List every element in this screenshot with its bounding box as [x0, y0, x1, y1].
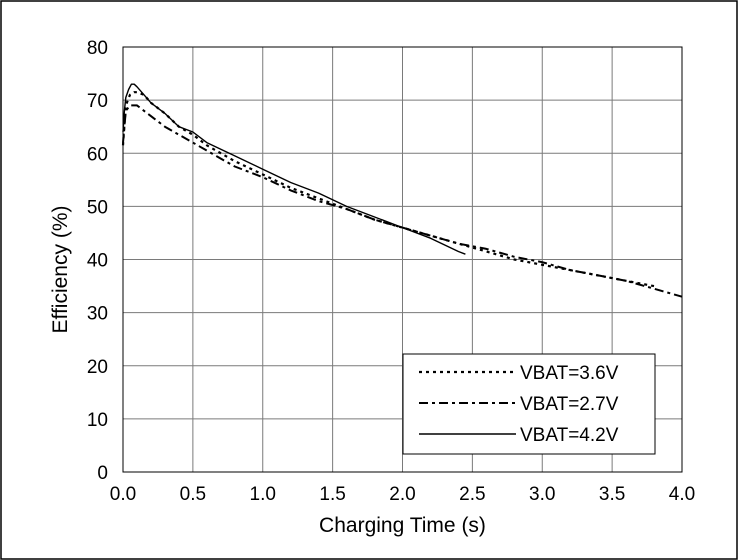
x-tick-label: 1.5 — [319, 484, 345, 505]
series-layer — [121, 83, 683, 298]
x-tick-label: 3.0 — [529, 484, 555, 505]
y-tick-label: 10 — [87, 410, 108, 431]
x-tick-label: 0.5 — [180, 484, 206, 505]
y-tick-label: 80 — [87, 38, 108, 59]
y-tick-label: 50 — [87, 197, 108, 218]
legend-label: VBAT=2.7V — [520, 394, 619, 415]
legend-label: VBAT=3.6V — [520, 363, 619, 384]
y-tick-label: 40 — [87, 251, 108, 272]
series-line-3 — [122, 83, 466, 255]
x-tick-label: 2.0 — [389, 484, 415, 505]
y-axis-label: Efficiency (%) — [49, 206, 72, 334]
plot-area — [122, 46, 683, 473]
x-tick-label: 3.5 — [599, 484, 625, 505]
y-tick-label: 70 — [87, 91, 108, 112]
legend: VBAT=3.6V VBAT=2.7V VBAT=4.2V — [402, 353, 656, 455]
y-tick-label: 30 — [87, 304, 108, 325]
y-tick-label: 20 — [87, 357, 108, 378]
y-tick-label: 0 — [97, 463, 108, 484]
x-axis-tick-labels: 0.0 0.5 1.0 1.5 2.0 2.5 3.0 3.5 4.0 — [110, 484, 695, 505]
x-tick-label: 4.0 — [669, 484, 695, 505]
y-tick-label: 60 — [87, 144, 108, 165]
x-tick-label: 1.0 — [250, 484, 276, 505]
x-tick-label: 2.5 — [459, 484, 485, 505]
x-axis-label: Charging Time (s) — [319, 514, 486, 537]
legend-label: VBAT=4.2V — [520, 425, 619, 446]
x-tick-label: 0.0 — [110, 484, 136, 505]
y-axis-tick-labels: 0 10 20 30 40 50 60 70 80 — [87, 38, 108, 484]
